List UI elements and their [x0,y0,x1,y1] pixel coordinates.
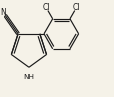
Text: N: N [0,8,6,17]
Text: Cl: Cl [72,3,79,12]
Text: Cl: Cl [42,3,49,12]
Text: NH: NH [23,74,34,80]
